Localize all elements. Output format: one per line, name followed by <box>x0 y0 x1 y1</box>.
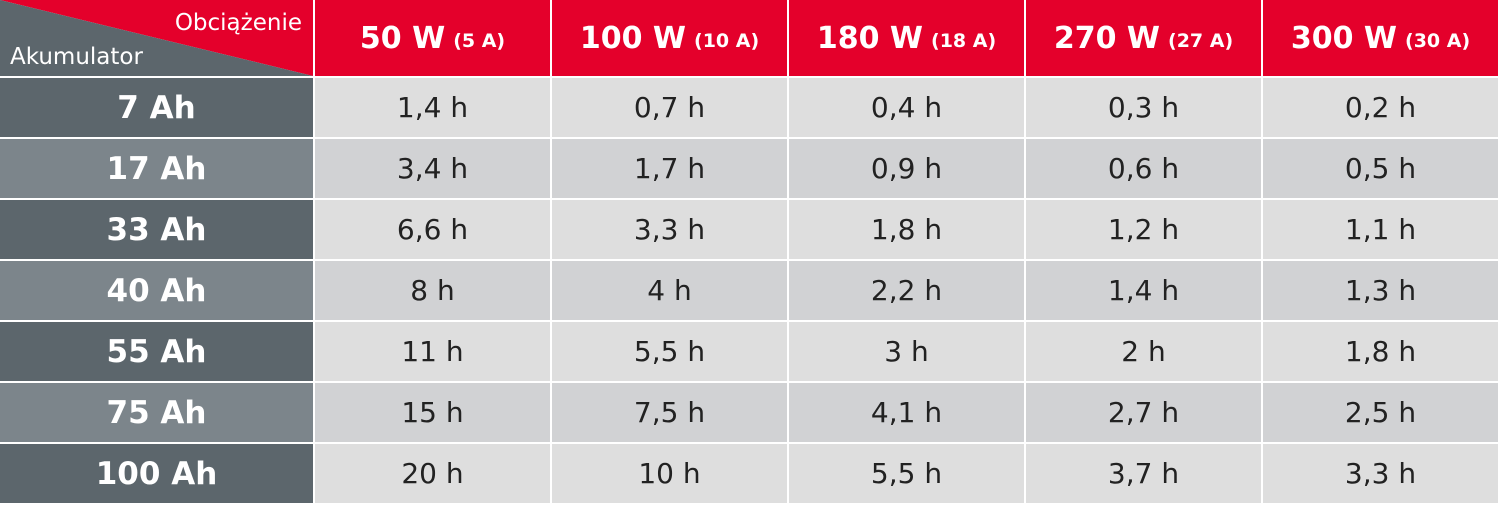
table-cell: 0,6 h <box>1026 139 1261 198</box>
table-cell: 0,4 h <box>789 78 1024 137</box>
corner-top-label: Obciążenie <box>175 10 302 36</box>
column-current: (27 A) <box>1168 30 1234 52</box>
table-cell: 0,2 h <box>1263 78 1498 137</box>
column-header: 50 W (5 A) <box>315 0 550 76</box>
column-header: 180 W (18 A) <box>789 0 1024 76</box>
table-cell: 0,3 h <box>1026 78 1261 137</box>
table-cell: 4,1 h <box>789 383 1024 442</box>
row-label: 55 Ah <box>0 322 313 381</box>
table-cell: 7,5 h <box>552 383 787 442</box>
table-cell: 11 h <box>315 322 550 381</box>
row-label: 17 Ah <box>0 139 313 198</box>
table-cell: 10 h <box>552 444 787 503</box>
column-power: 270 W <box>1053 20 1161 56</box>
table-cell: 0,7 h <box>552 78 787 137</box>
table-cell: 5,5 h <box>789 444 1024 503</box>
table-cell: 15 h <box>315 383 550 442</box>
table-cell: 3 h <box>789 322 1024 381</box>
column-header: 300 W (30 A) <box>1263 0 1498 76</box>
table-cell: 1,1 h <box>1263 200 1498 259</box>
table-cell: 2,7 h <box>1026 383 1261 442</box>
column-power: 50 W <box>359 20 446 56</box>
column-power: 300 W <box>1290 20 1398 56</box>
table-cell: 2,5 h <box>1263 383 1498 442</box>
corner-cell: Obciążenie Akumulator <box>0 0 313 76</box>
table-cell: 1,8 h <box>1263 322 1498 381</box>
column-power: 180 W <box>816 20 924 56</box>
table-cell: 6,6 h <box>315 200 550 259</box>
table-cell: 1,2 h <box>1026 200 1261 259</box>
column-power: 100 W <box>579 20 687 56</box>
table-cell: 2,2 h <box>789 261 1024 320</box>
column-current: (30 A) <box>1405 30 1471 52</box>
table-cell: 1,4 h <box>1026 261 1261 320</box>
table-cell: 3,3 h <box>1263 444 1498 503</box>
table-cell: 3,3 h <box>552 200 787 259</box>
row-label: 75 Ah <box>0 383 313 442</box>
table-cell: 20 h <box>315 444 550 503</box>
table-cell: 2 h <box>1026 322 1261 381</box>
column-current: (18 A) <box>931 30 997 52</box>
table-cell: 0,9 h <box>789 139 1024 198</box>
corner-bottom-label: Akumulator <box>10 44 143 70</box>
table-cell: 3,7 h <box>1026 444 1261 503</box>
row-label: 33 Ah <box>0 200 313 259</box>
column-header: 100 W (10 A) <box>552 0 787 76</box>
column-current: (10 A) <box>694 30 760 52</box>
table-cell: 8 h <box>315 261 550 320</box>
row-label: 7 Ah <box>0 78 313 137</box>
table-cell: 4 h <box>552 261 787 320</box>
table-cell: 5,5 h <box>552 322 787 381</box>
table-cell: 1,8 h <box>789 200 1024 259</box>
table-cell: 0,5 h <box>1263 139 1498 198</box>
table-cell: 3,4 h <box>315 139 550 198</box>
column-header: 270 W (27 A) <box>1026 0 1261 76</box>
table-cell: 1,7 h <box>552 139 787 198</box>
row-label: 40 Ah <box>0 261 313 320</box>
table-cell: 1,4 h <box>315 78 550 137</box>
column-current: (5 A) <box>453 30 506 52</box>
row-label: 100 Ah <box>0 444 313 503</box>
table-cell: 1,3 h <box>1263 261 1498 320</box>
